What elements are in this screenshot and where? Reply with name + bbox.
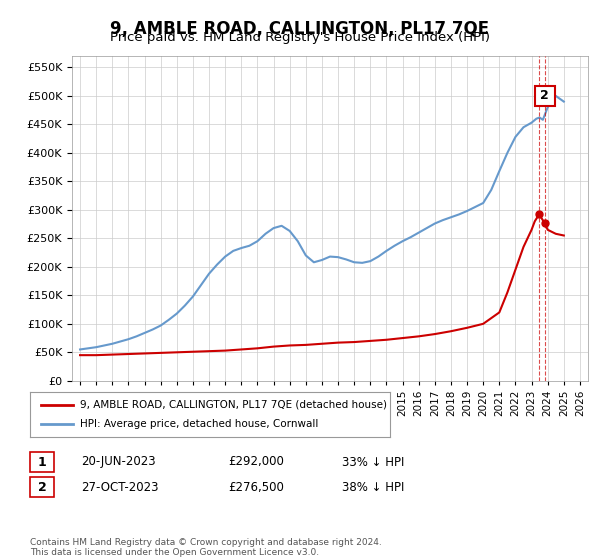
Text: 38% ↓ HPI: 38% ↓ HPI <box>342 480 404 494</box>
Text: Contains HM Land Registry data © Crown copyright and database right 2024.
This d: Contains HM Land Registry data © Crown c… <box>30 538 382 557</box>
Text: £276,500: £276,500 <box>228 480 284 494</box>
Text: £292,000: £292,000 <box>228 455 284 469</box>
Text: Price paid vs. HM Land Registry's House Price Index (HPI): Price paid vs. HM Land Registry's House … <box>110 31 490 44</box>
Text: 27-OCT-2023: 27-OCT-2023 <box>81 480 158 494</box>
Text: 2: 2 <box>38 480 46 494</box>
Text: 1: 1 <box>38 455 46 469</box>
Text: 9, AMBLE ROAD, CALLINGTON, PL17 7QE (detached house): 9, AMBLE ROAD, CALLINGTON, PL17 7QE (det… <box>80 399 388 409</box>
Text: 2: 2 <box>541 90 549 102</box>
Text: 33% ↓ HPI: 33% ↓ HPI <box>342 455 404 469</box>
Text: 20-JUN-2023: 20-JUN-2023 <box>81 455 155 469</box>
Text: HPI: Average price, detached house, Cornwall: HPI: Average price, detached house, Corn… <box>80 419 319 430</box>
Text: 9, AMBLE ROAD, CALLINGTON, PL17 7QE: 9, AMBLE ROAD, CALLINGTON, PL17 7QE <box>110 20 490 38</box>
